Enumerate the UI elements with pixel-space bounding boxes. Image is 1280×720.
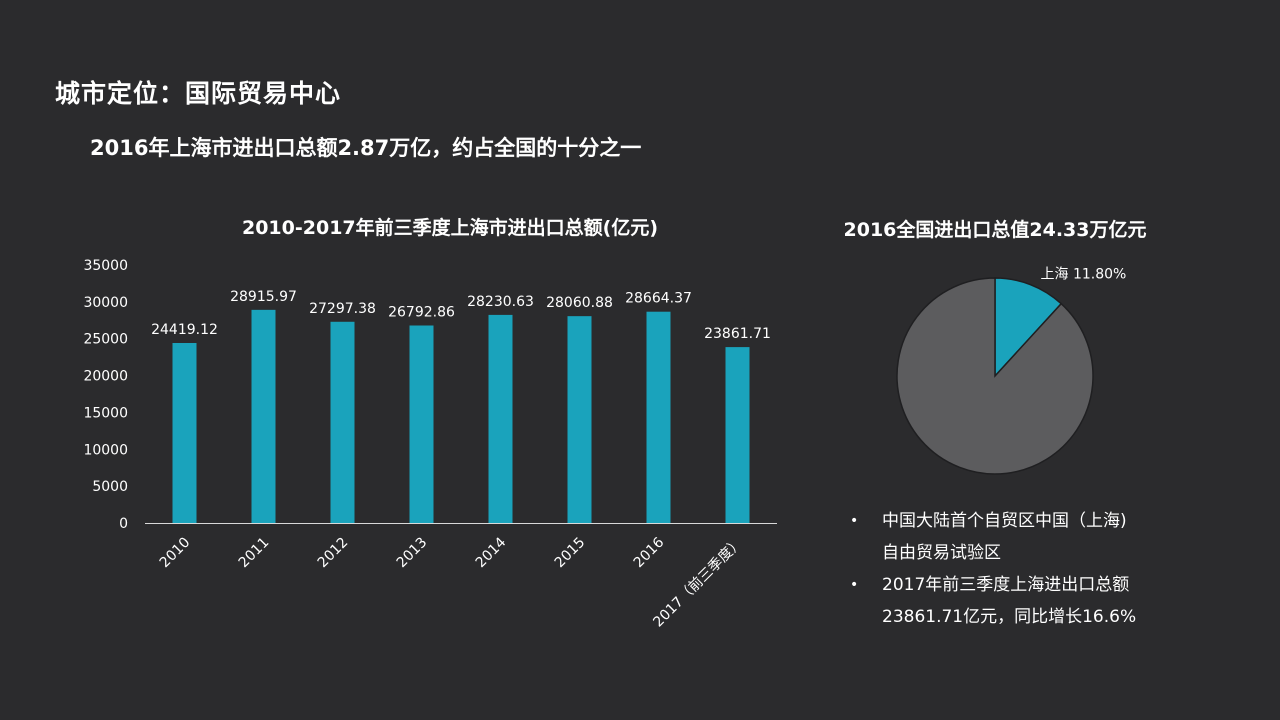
note-line: 自由贸易试验区 [882,543,1001,563]
pie-chart-title: 2016全国进出口总值24.33万亿元 [843,219,1147,241]
pie-slice [994,277,1063,378]
bar [330,321,355,523]
y-tick-label: 15000 [83,405,128,421]
x-tick-label: 2014 [473,534,510,571]
note-item: 2017年前三季度上海进出口总额 23861.71亿元，同比增长16.6% [848,569,1248,633]
x-tick-label: 2013 [394,535,431,572]
bar [172,342,197,523]
bar [251,309,276,523]
bar [409,325,434,523]
y-tick-label: 10000 [83,442,128,458]
bar [567,316,592,523]
y-tick-label: 25000 [83,332,128,348]
y-tick-label: 30000 [83,295,128,311]
notes-list: 中国大陆首个自贸区中国（上海) 自由贸易试验区 2017年前三季度上海进出口总额… [848,505,1248,633]
bar-chart-title: 2010-2017年前三季度上海市进出口总额(亿元) [241,217,658,239]
note-line: 2017年前三季度上海进出口总额 [882,575,1130,595]
bar [488,314,513,523]
y-tick-label: 5000 [92,479,128,495]
bar-value-label: 24419.12 [151,322,218,338]
note-line: 中国大陆首个自贸区中国（上海) [882,511,1127,531]
y-tick-label: 0 [119,516,128,532]
x-tick-label: 2012 [315,535,352,572]
note-item: 中国大陆首个自贸区中国（上海) 自由贸易试验区 [848,505,1248,569]
note-line: 23861.71亿元，同比增长16.6% [882,607,1137,627]
bar-value-label: 28664.37 [625,291,692,307]
x-tick-label: 2015 [552,535,589,572]
bar-value-label: 27297.38 [309,301,376,317]
pie-chart: 上海 11.80% [896,267,1127,475]
bar-value-label: 28060.88 [546,295,613,311]
bar-value-label: 26792.86 [388,304,455,320]
slide-title: 城市定位：国际贸易中心 [55,79,342,108]
bar-value-label: 28230.63 [467,294,534,310]
bar-chart: 0 5000 10000 15000 20000 25000 30000 35000 24419… [83,258,777,630]
y-tick-label: 20000 [83,369,128,385]
x-tick-label: 2016 [631,534,668,571]
y-tick-label: 35000 [83,258,128,274]
bar-value-label: 23861.71 [704,326,771,342]
bar-value-label: 28915.97 [230,289,297,305]
pie-slice [896,277,1094,475]
pie-slice-label: 上海 11.80% [1041,267,1127,283]
slide-subtitle: 2016年上海市进出口总额2.87万亿，约占全国的十分之一 [90,136,642,160]
bar [725,347,750,523]
x-tick-label: 2011 [236,535,273,572]
x-tick-label: 2010 [157,535,194,572]
bar [646,311,671,523]
